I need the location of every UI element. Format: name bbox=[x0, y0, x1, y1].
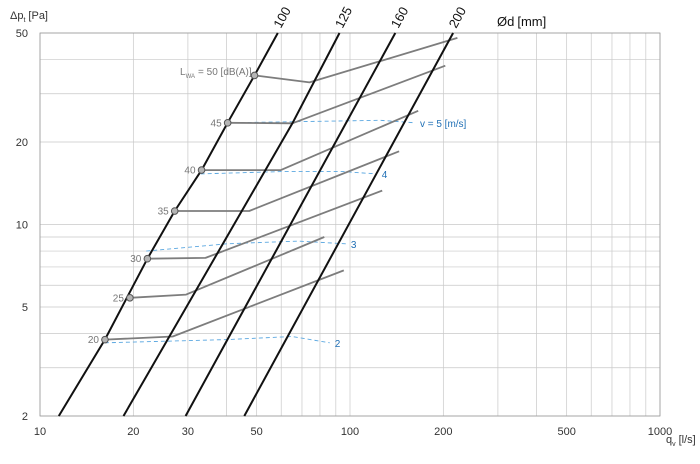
sound-level-line bbox=[129, 236, 325, 299]
grid-lines bbox=[39, 32, 661, 417]
sound-level-marker bbox=[250, 71, 259, 80]
diameter-line bbox=[184, 32, 397, 417]
x-axis-title: qv [l/s] bbox=[666, 434, 696, 448]
x-tick-label: 10 bbox=[34, 426, 46, 438]
sound-level-value: 30 bbox=[130, 254, 142, 265]
diameter-label: 200 bbox=[446, 4, 470, 30]
velocity-label: v = 5 [m/s] bbox=[420, 119, 467, 130]
plot-frame bbox=[39, 32, 661, 417]
diameter-label: 125 bbox=[332, 4, 355, 30]
sound-level-value: 40 bbox=[184, 166, 196, 177]
velocity-label: 2 bbox=[335, 339, 341, 350]
velocity-line bbox=[104, 336, 330, 344]
sound-level-markers bbox=[101, 71, 259, 344]
diameter-line bbox=[243, 32, 454, 417]
sound-level-value: 35 bbox=[158, 207, 170, 218]
sound-level-value: 25 bbox=[113, 293, 125, 304]
velocity-line bbox=[200, 171, 377, 175]
diameter-line bbox=[122, 32, 341, 417]
diameter-label: 160 bbox=[388, 4, 412, 30]
diameter-title: Ød [mm] bbox=[497, 14, 546, 29]
x-tick-label: 100 bbox=[341, 426, 359, 438]
x-tick-label: 50 bbox=[251, 426, 263, 438]
sound-level-line bbox=[174, 150, 400, 212]
duct-diameter-lines bbox=[57, 32, 454, 417]
y-tick-labels: 2 5 10 20 50 bbox=[16, 28, 28, 423]
velocity-line bbox=[226, 119, 415, 124]
sound-level-value: 20 bbox=[88, 335, 100, 346]
sound-level-line bbox=[201, 109, 419, 171]
sound-level-marker bbox=[223, 119, 232, 127]
sound-level-line bbox=[147, 189, 383, 260]
velocity-line bbox=[146, 240, 346, 252]
sound-level-marker bbox=[170, 207, 179, 215]
sound-level-marker bbox=[143, 254, 152, 263]
y-tick-label: 50 bbox=[16, 28, 28, 40]
x-tick-label: 20 bbox=[127, 426, 139, 438]
velocity-label: 3 bbox=[351, 240, 357, 251]
x-tick-label: 30 bbox=[182, 426, 194, 438]
diameter-line bbox=[57, 32, 279, 417]
x-tick-labels: 10 20 30 50 100 200 500 1000 bbox=[34, 426, 672, 438]
y-tick-label: 10 bbox=[16, 220, 28, 232]
velocity-label: 4 bbox=[382, 170, 388, 181]
x-tick-label: 500 bbox=[558, 426, 576, 438]
sound-level-title: LWA = 50 [dB(A)] bbox=[180, 67, 252, 80]
y-tick-label: 5 bbox=[22, 302, 28, 314]
y-tick-label: 2 bbox=[22, 411, 28, 423]
sound-level-line bbox=[104, 269, 345, 341]
y-axis-title: Δpt [Pa] bbox=[10, 10, 48, 24]
velocity-lines: 2 3 4 v = 5 [m/s] bbox=[104, 119, 467, 350]
sound-level-lines bbox=[104, 37, 458, 341]
y-tick-label: 20 bbox=[16, 137, 28, 149]
sound-level-value: 45 bbox=[211, 118, 223, 129]
x-tick-label: 200 bbox=[434, 426, 452, 438]
sound-level-line bbox=[254, 37, 458, 84]
sound-level-marker bbox=[101, 335, 109, 344]
sound-level-marker bbox=[197, 166, 206, 174]
sound-level-marker bbox=[126, 294, 134, 302]
diameter-label: 100 bbox=[270, 4, 294, 30]
x-tick-label: 1000 bbox=[648, 426, 672, 438]
